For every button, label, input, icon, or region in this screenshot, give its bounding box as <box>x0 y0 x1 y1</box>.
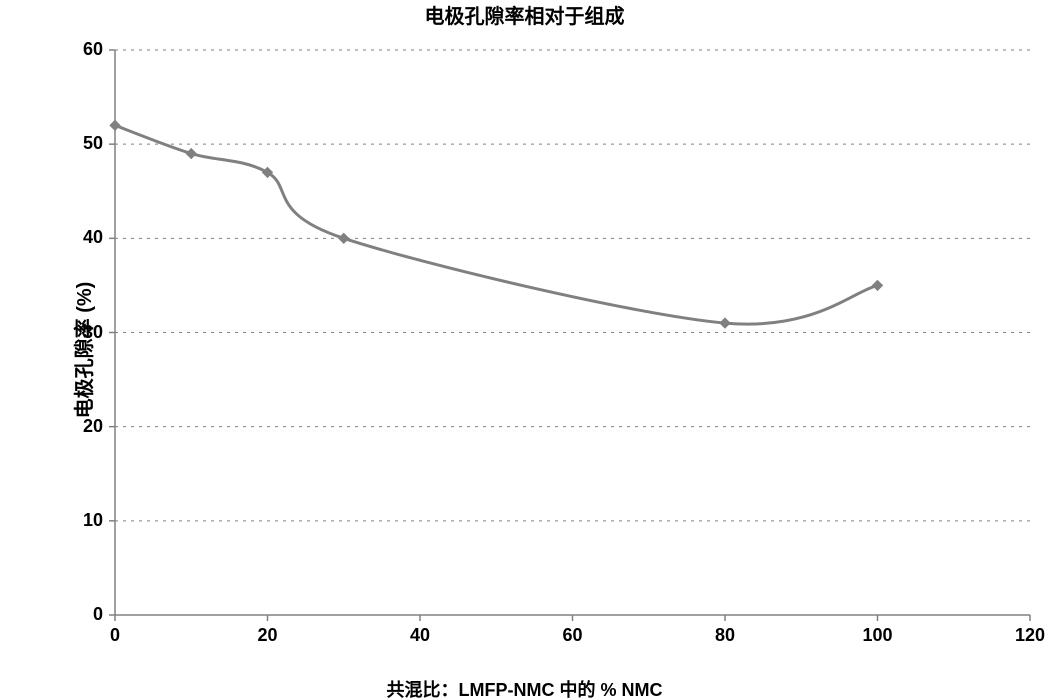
y-tick-label: 60 <box>83 39 103 60</box>
y-axis-label: 电极孔隙率 (%) <box>68 282 97 419</box>
y-tick-label: 10 <box>83 510 103 531</box>
plot-area: 0102030405060020406080100120 <box>95 40 1035 650</box>
chart-container: 电极孔隙率相对于组成 电极孔隙率 (%) 共混比：LMFP-NMC 中的 % N… <box>0 0 1049 700</box>
chart-title: 电极孔隙率相对于组成 <box>0 0 1049 29</box>
chart-svg <box>95 40 1035 650</box>
x-axis-label: 共混比：LMFP-NMC 中的 % NMC <box>0 676 1049 700</box>
x-tick-label: 0 <box>97 625 133 646</box>
x-tick-label: 80 <box>707 625 743 646</box>
x-tick-label: 60 <box>555 625 591 646</box>
x-tick-label: 20 <box>250 625 286 646</box>
x-tick-label: 120 <box>1012 625 1048 646</box>
y-tick-label: 0 <box>93 604 103 625</box>
y-tick-label: 30 <box>83 322 103 343</box>
x-tick-label: 100 <box>860 625 896 646</box>
y-tick-label: 20 <box>83 416 103 437</box>
y-tick-label: 40 <box>83 227 103 248</box>
x-tick-label: 40 <box>402 625 438 646</box>
y-tick-label: 50 <box>83 133 103 154</box>
